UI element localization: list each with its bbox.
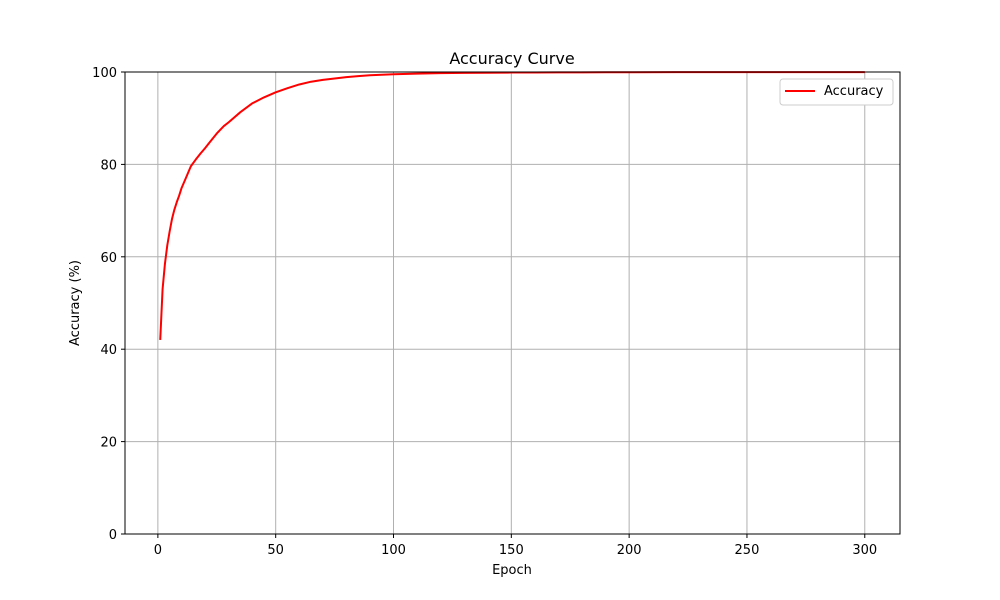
- y-tick-label: 40: [100, 343, 117, 358]
- legend: Accuracy: [779, 78, 894, 106]
- x-tick-label: 0: [154, 543, 162, 558]
- x-tick-label: 250: [735, 543, 760, 558]
- x-axis-title: Epoch: [492, 563, 532, 578]
- y-tick-label: 0: [109, 528, 117, 543]
- y-tick-label: 80: [100, 158, 117, 173]
- plot-frame: [124, 71, 901, 535]
- x-tick-label: 50: [267, 543, 284, 558]
- legend-label-accuracy: Accuracy: [824, 84, 884, 99]
- chart-title: Accuracy Curve: [449, 49, 574, 68]
- x-tick-label: 100: [381, 543, 406, 558]
- x-tick-label: 200: [617, 543, 642, 558]
- x-axis-ticks: 0 50 100 150 200 250 300: [154, 534, 877, 558]
- y-tick-label: 100: [92, 66, 117, 81]
- y-tick-label: 20: [100, 436, 117, 451]
- y-axis-title: Accuracy (%): [68, 260, 83, 346]
- legend-box: [779, 78, 894, 106]
- y-tick-label: 60: [100, 251, 117, 266]
- x-tick-label: 300: [852, 543, 877, 558]
- x-tick-label: 150: [499, 543, 524, 558]
- y-axis-ticks: 0 20 40 60 80 100: [92, 66, 125, 543]
